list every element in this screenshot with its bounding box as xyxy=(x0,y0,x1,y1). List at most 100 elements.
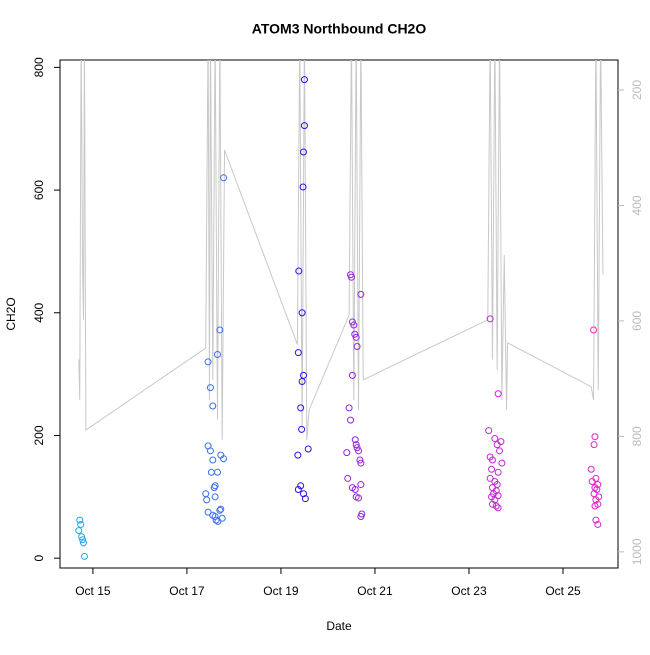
point xyxy=(491,435,499,443)
point xyxy=(295,267,303,275)
point xyxy=(486,474,494,482)
point xyxy=(348,371,356,379)
point xyxy=(590,441,598,449)
x-tick-label: Oct 19 xyxy=(263,584,299,598)
point xyxy=(300,122,308,130)
point xyxy=(356,456,364,464)
point xyxy=(206,384,214,392)
point xyxy=(298,377,306,385)
point xyxy=(488,500,496,508)
point xyxy=(492,502,500,510)
point xyxy=(213,350,221,358)
x-tick-label: Oct 25 xyxy=(545,584,581,598)
y2-tick-label: 800 xyxy=(630,426,644,446)
point xyxy=(300,148,308,156)
point xyxy=(297,482,305,490)
point xyxy=(587,465,595,473)
point xyxy=(218,514,226,522)
y2-tick-label: 200 xyxy=(630,80,644,100)
point xyxy=(203,496,211,504)
point xyxy=(216,506,224,514)
point xyxy=(298,309,306,317)
point xyxy=(202,490,210,498)
y-tick-label: 0 xyxy=(32,555,46,562)
point xyxy=(217,505,225,513)
point xyxy=(343,449,351,457)
y2-tick-label: 400 xyxy=(630,195,644,215)
point xyxy=(494,390,502,398)
point xyxy=(220,174,228,182)
point xyxy=(294,349,302,357)
point xyxy=(590,490,598,498)
point xyxy=(220,455,228,463)
point xyxy=(485,427,493,435)
point xyxy=(214,517,222,525)
point xyxy=(357,290,365,298)
point xyxy=(590,326,598,334)
x-tick-label: Oct 17 xyxy=(169,584,205,598)
point xyxy=(209,402,217,410)
plot-area xyxy=(75,60,604,560)
point xyxy=(347,416,355,424)
x-tick-label: Oct 15 xyxy=(75,584,111,598)
point xyxy=(211,493,219,501)
point xyxy=(216,326,224,334)
point xyxy=(298,425,306,433)
point xyxy=(304,445,312,453)
point xyxy=(493,441,501,449)
point xyxy=(77,520,85,528)
point xyxy=(350,321,358,329)
point xyxy=(79,536,87,544)
point xyxy=(494,504,502,512)
point xyxy=(594,520,602,528)
point xyxy=(299,183,307,191)
point xyxy=(351,436,359,444)
point xyxy=(294,451,302,459)
point xyxy=(488,456,496,464)
point xyxy=(344,474,352,482)
point xyxy=(486,315,494,323)
chart-title: ATOM3 Northbound CH2O xyxy=(252,21,427,37)
point xyxy=(204,508,212,516)
point xyxy=(80,552,88,560)
y-tick-label: 400 xyxy=(32,302,46,322)
plot-frame xyxy=(59,59,619,569)
point xyxy=(357,481,365,489)
point xyxy=(347,273,355,281)
point xyxy=(210,484,218,492)
point xyxy=(357,459,365,467)
point xyxy=(204,358,212,366)
y2-tick-label: 1000 xyxy=(630,538,644,565)
point xyxy=(591,433,599,441)
x-tick-label: Oct 21 xyxy=(357,584,393,598)
y-axis-label: CH2O xyxy=(4,297,18,330)
point xyxy=(488,465,496,473)
x-axis-label: Date xyxy=(326,619,352,633)
point xyxy=(496,447,504,455)
point xyxy=(213,468,221,476)
point xyxy=(591,502,599,510)
point xyxy=(297,404,305,412)
point xyxy=(212,516,220,524)
y-tick-label: 800 xyxy=(32,57,46,77)
point xyxy=(80,539,88,547)
point xyxy=(498,459,506,467)
point xyxy=(588,477,596,485)
point xyxy=(78,533,86,541)
point xyxy=(355,447,363,455)
y-tick-label: 600 xyxy=(32,180,46,200)
point xyxy=(209,456,217,464)
point xyxy=(494,468,502,476)
point xyxy=(592,516,600,524)
point xyxy=(357,512,365,520)
point xyxy=(355,494,363,502)
point xyxy=(351,485,359,493)
point xyxy=(352,333,360,341)
y-tick-label: 200 xyxy=(32,425,46,445)
point xyxy=(345,404,353,412)
pressure-line xyxy=(78,60,604,440)
point xyxy=(76,516,84,524)
point xyxy=(300,76,308,84)
point xyxy=(301,495,309,503)
